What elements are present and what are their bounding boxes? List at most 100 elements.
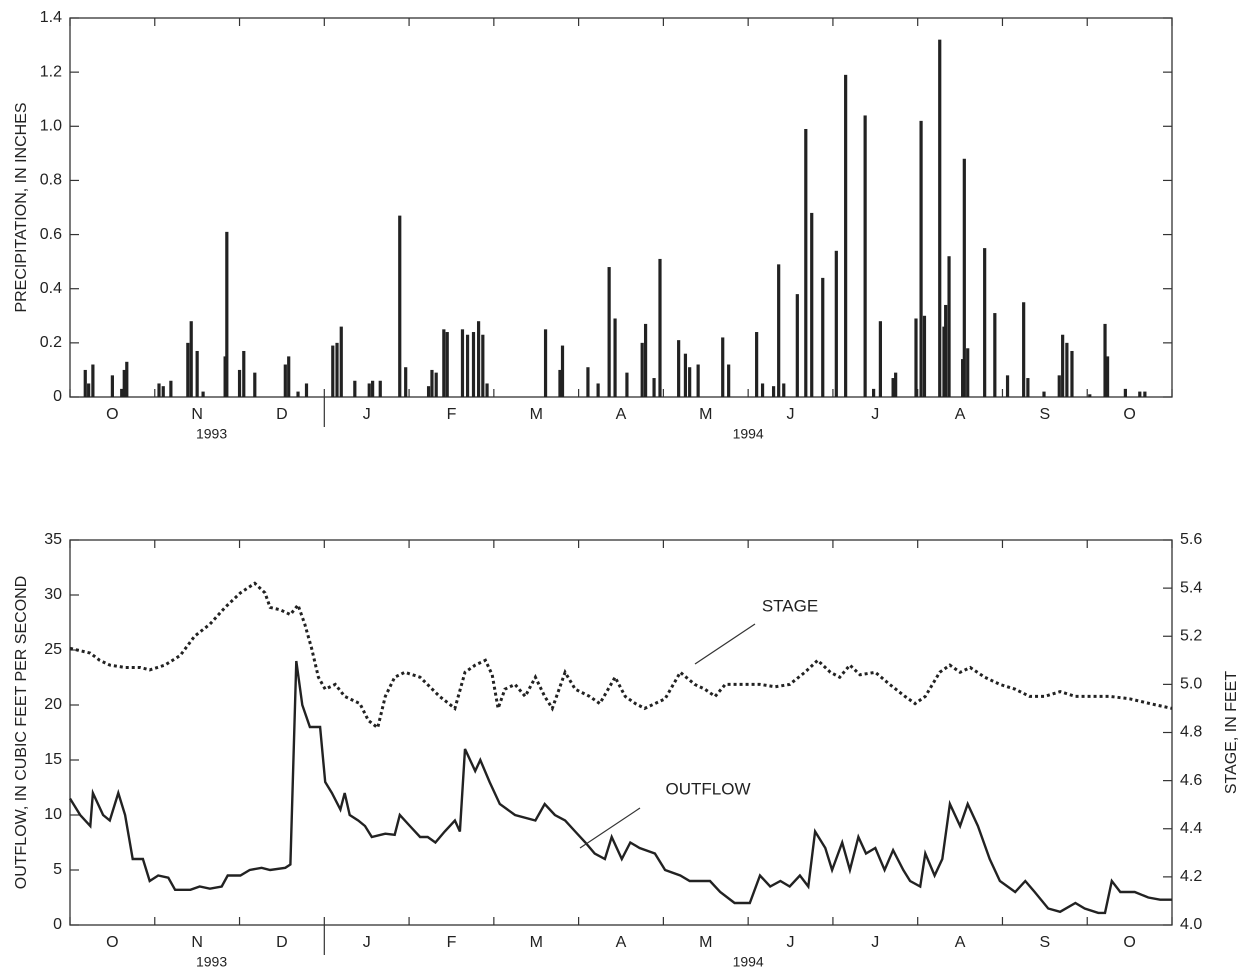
precipitation-bar <box>195 350 199 397</box>
precipitation-bar <box>242 350 246 397</box>
precipitation-bar <box>1026 378 1030 397</box>
precipitation-bar <box>83 369 87 397</box>
precipitation-bar <box>237 369 242 397</box>
y2-tick-label: 4.2 <box>1180 868 1202 885</box>
y-tick-label: 15 <box>44 751 62 768</box>
x-tick-label: A <box>616 934 627 951</box>
x-tick-label: A <box>955 406 966 423</box>
precipitation-bar <box>1105 356 1110 397</box>
precipitation-bar <box>878 321 882 397</box>
precipitation-bar <box>434 372 438 397</box>
precipitation-bar <box>919 120 923 397</box>
precipitation-bar <box>863 115 867 397</box>
precipitation-bar <box>944 304 948 397</box>
x-tick-label: J <box>787 934 795 951</box>
precipitation-bar <box>485 383 489 397</box>
precipitation-bar <box>465 334 470 397</box>
precipitation-bar <box>961 359 965 397</box>
annotation-leader <box>694 623 756 665</box>
precipitation-bar <box>643 323 648 397</box>
precipitation-bar <box>727 364 731 397</box>
precipitation-bar <box>613 318 617 397</box>
precipitation-bar <box>125 361 129 397</box>
precipitation-bar <box>558 369 562 397</box>
precipitation-bar <box>688 367 692 397</box>
plot-frame <box>69 17 1173 398</box>
precipitation-bar <box>1123 388 1127 397</box>
x-tick-label: O <box>1123 406 1135 423</box>
precipitation-bar <box>110 375 114 397</box>
precipitation-bar <box>91 364 95 397</box>
precipitation-bar <box>186 342 190 397</box>
precipitation-bar <box>938 39 942 398</box>
y-tick-label: 0.6 <box>40 226 62 243</box>
precipitation-bar <box>430 369 434 397</box>
y-tick-label: 30 <box>44 586 62 603</box>
precipitation-bar <box>201 391 205 397</box>
precipitation-bar <box>120 388 124 397</box>
precipitation-bar <box>367 383 371 397</box>
x-tick-label: D <box>276 934 288 951</box>
outflow-line <box>68 660 1172 915</box>
precipitation-bar <box>287 356 291 397</box>
precipitation-bar <box>596 383 600 397</box>
y2-tick-label: 4.8 <box>1180 724 1202 741</box>
precipitation-bar <box>398 215 402 397</box>
y2-tick-label: 5.2 <box>1180 627 1202 644</box>
x-tick-label: A <box>955 934 966 951</box>
year-label: 1993 <box>196 426 227 442</box>
x-tick-label: M <box>530 934 543 951</box>
y-tick-label: 20 <box>44 696 62 713</box>
x-tick-label: J <box>871 406 879 423</box>
precipitation-bar <box>1005 375 1010 397</box>
stage-line <box>69 581 1173 731</box>
precipitation-bar <box>157 383 161 397</box>
precipitation-bar <box>771 386 776 397</box>
precipitation-bar <box>1143 391 1147 397</box>
precipitation-bar <box>481 334 485 397</box>
precipitation-bar <box>677 340 681 397</box>
x-tick-label: A <box>616 406 627 423</box>
precipitation-bar <box>304 383 309 397</box>
precipitation-bar <box>543 329 548 397</box>
year-label: 1993 <box>196 954 227 970</box>
precipitation-bar <box>760 383 765 397</box>
annotation-leader <box>579 807 641 849</box>
x-tick-label: M <box>530 406 543 423</box>
precipitation-bar <box>983 248 987 397</box>
precipitation-bar <box>560 345 565 397</box>
precipitation-bar <box>914 318 918 397</box>
precipitation-bar <box>922 315 927 397</box>
precipitation-bar <box>1022 302 1026 397</box>
precipitation-bar <box>353 380 357 397</box>
precipitation-bar <box>471 332 476 397</box>
series-annotation: OUTFLOW <box>666 779 751 798</box>
precipitation-bar <box>891 378 895 397</box>
precipitation-bar <box>378 380 382 397</box>
precipitation-bar <box>640 342 644 397</box>
x-tick-label: O <box>1123 934 1135 951</box>
y-tick-label: 5 <box>53 861 62 878</box>
y-tick-label: 0.8 <box>40 172 62 189</box>
x-tick-label: J <box>871 934 879 951</box>
precipitation-bar <box>445 332 449 397</box>
x-tick-label: N <box>191 406 203 423</box>
x-tick-label: M <box>699 934 712 951</box>
y-tick-label: 0 <box>53 388 62 405</box>
precipitation-bar <box>625 372 629 397</box>
year-label: 1994 <box>733 426 764 442</box>
y2-tick-label: 5.4 <box>1180 579 1202 596</box>
x-tick-label: M <box>699 406 712 423</box>
y-tick-label: 0.2 <box>40 334 62 351</box>
y-tick-label: 0.4 <box>40 280 62 297</box>
precipitation-bar <box>586 367 590 397</box>
precipitation-bar <box>1057 375 1061 397</box>
precipitation-bar <box>993 313 997 397</box>
y2-tick-label: 5.0 <box>1180 676 1202 693</box>
precipitation-bar <box>1061 334 1065 397</box>
precipitation-bar <box>426 386 431 397</box>
precipitation-bar <box>683 353 688 397</box>
precipitation-bar <box>894 372 898 397</box>
precipitation-bar <box>339 326 343 397</box>
